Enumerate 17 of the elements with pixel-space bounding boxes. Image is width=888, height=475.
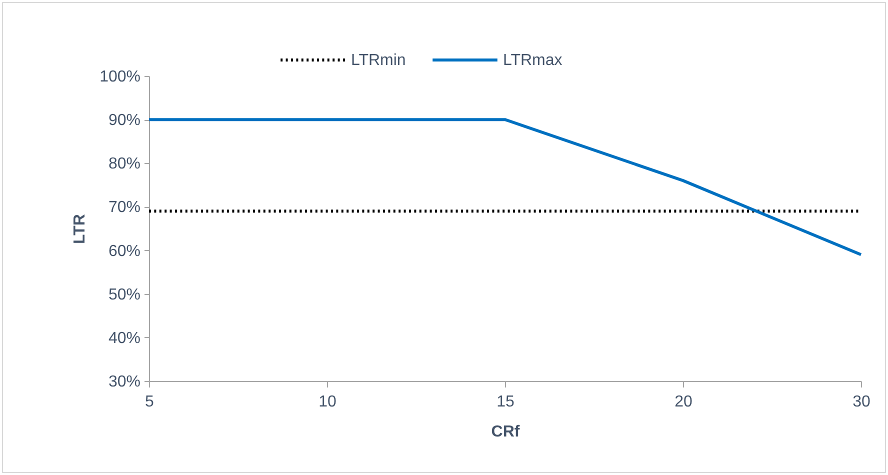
y-tick-label: 90% [108, 112, 140, 130]
x-tick-label: 20 [674, 394, 692, 410]
y-axis-title: LTR [72, 214, 89, 244]
x-tick-label: 10 [318, 394, 336, 410]
x-tick-label: 5 [145, 394, 154, 410]
legend-label: LTRmin [351, 52, 406, 69]
y-tick-label: 100% [100, 68, 140, 86]
y-tick-label: 30% [108, 374, 140, 390]
y-tick-label: 40% [108, 330, 140, 347]
y-tick-label: 70% [108, 199, 140, 216]
legend-label: LTRmax [503, 52, 562, 69]
y-tick-label: 60% [108, 242, 140, 260]
x-tick-label: 15 [496, 394, 514, 410]
x-axis-title: CRf [491, 424, 520, 440]
y-tick-label: 50% [108, 286, 140, 304]
x-tick-label: 30 [852, 394, 870, 410]
y-tick-label: 80% [108, 156, 140, 173]
